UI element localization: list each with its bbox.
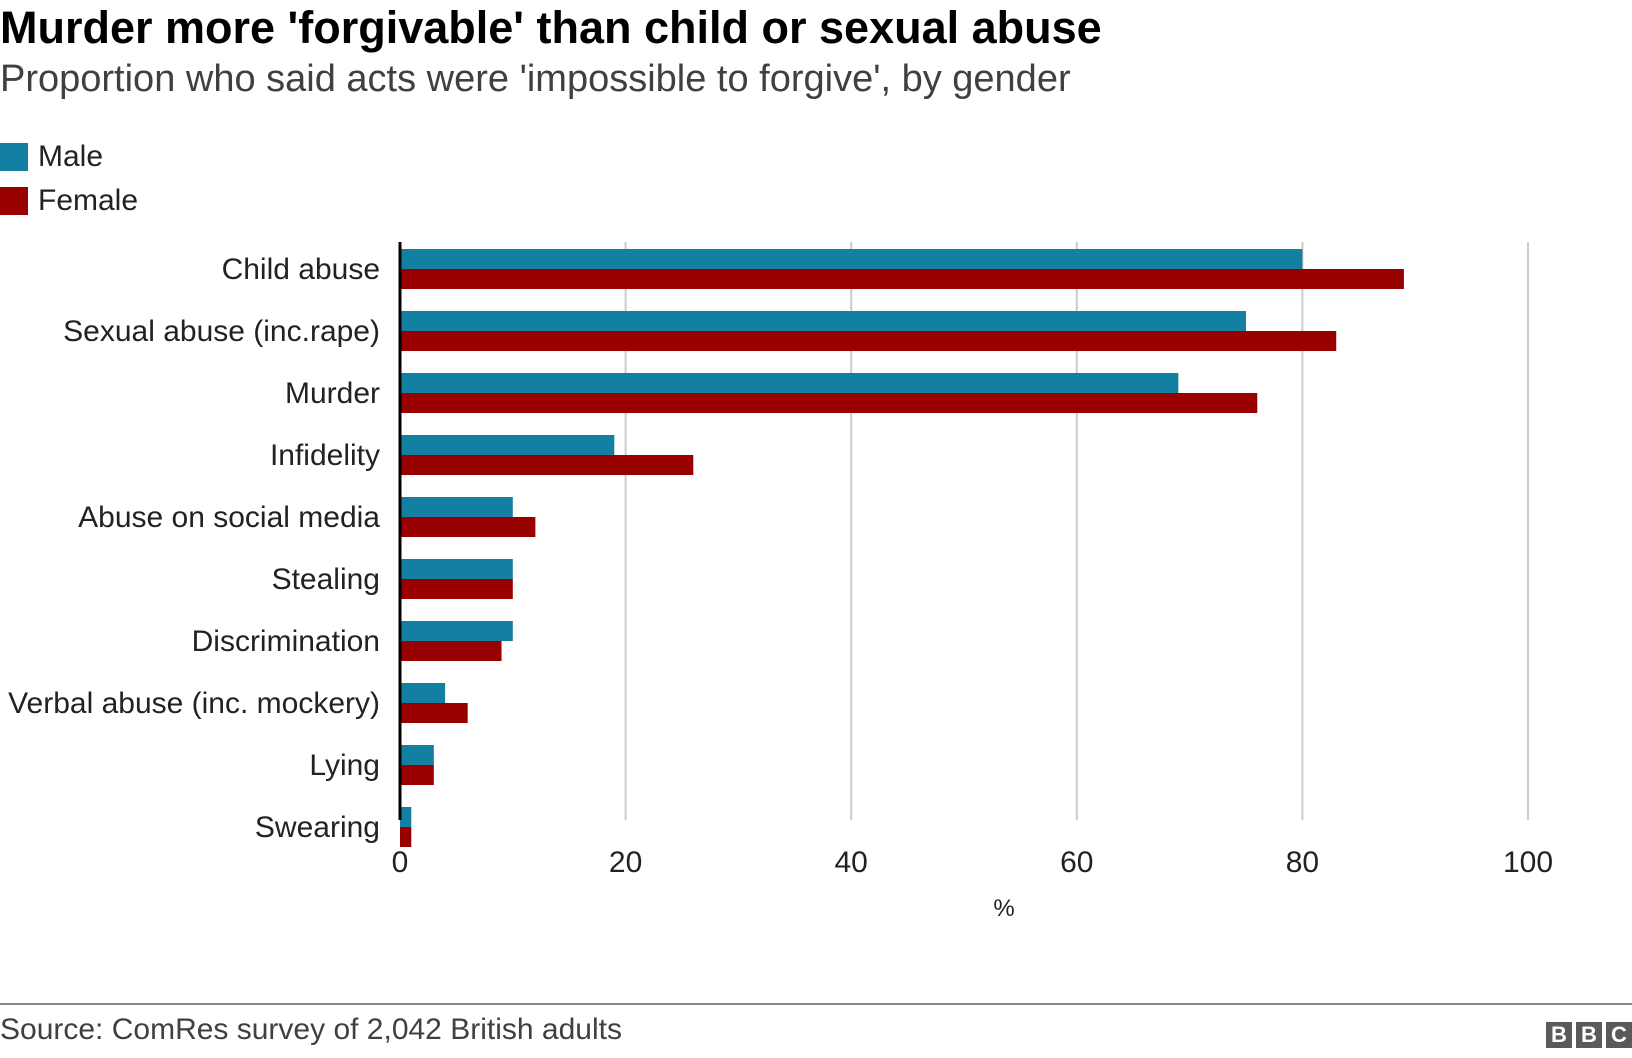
- x-tick-label: 40: [835, 846, 868, 879]
- category-label: Swearing: [255, 811, 380, 844]
- category-label: Infidelity: [270, 439, 380, 472]
- legend-swatch-male: [0, 143, 28, 171]
- bar-male: [400, 497, 513, 517]
- bar-male: [400, 435, 615, 455]
- bar-female: [400, 331, 1337, 351]
- category-label: Stealing: [272, 563, 380, 596]
- bar-female: [400, 517, 536, 537]
- footer-divider: [0, 1003, 1632, 1005]
- category-label: Verbal abuse (inc. mockery): [8, 687, 380, 720]
- legend: Male Female: [0, 135, 138, 223]
- bar-female: [400, 269, 1404, 289]
- legend-item-female: Female: [0, 179, 138, 223]
- category-labels: Child abuse Sexual abuse (inc.rape) Murder…: [8, 253, 380, 844]
- bar-female: [400, 393, 1258, 413]
- chart-title: Murder more 'forgivable' than child or s…: [0, 2, 1102, 53]
- bars: [400, 249, 1404, 847]
- category-label: Discrimination: [192, 625, 380, 658]
- bar-male: [400, 311, 1246, 331]
- bar-female: [400, 455, 694, 475]
- bar-male: [400, 249, 1303, 269]
- x-tick-label: 20: [609, 846, 642, 879]
- legend-label-female: Female: [38, 184, 139, 217]
- x-tick-label: 80: [1286, 846, 1319, 879]
- legend-label-male: Male: [38, 140, 104, 173]
- x-tick-label: 0: [392, 846, 409, 879]
- x-tick-labels: 0 20 40 60 80 100: [392, 846, 1553, 879]
- category-label: Murder: [285, 377, 380, 410]
- bar-male: [400, 807, 412, 827]
- bar-male: [400, 745, 434, 765]
- legend-swatch-female: [0, 187, 28, 215]
- legend-item-male: Male: [0, 135, 138, 179]
- bar-male: [400, 373, 1179, 393]
- bar-female: [400, 579, 513, 599]
- chart-subtitle: Proportion who said acts were 'impossibl…: [0, 58, 1071, 100]
- bar-female: [400, 641, 502, 661]
- logo-letter: C: [1606, 1022, 1632, 1048]
- source-note: Source: ComRes survey of 2,042 British a…: [0, 1013, 622, 1046]
- category-label: Abuse on social media: [78, 501, 380, 534]
- category-label: Lying: [309, 749, 380, 782]
- logo-letter: B: [1546, 1022, 1572, 1048]
- bar-female: [400, 827, 412, 847]
- bar-male: [400, 683, 446, 703]
- bar-male: [400, 559, 513, 579]
- bbc-logo: B B C: [1546, 1022, 1632, 1048]
- x-tick-label: 100: [1503, 846, 1553, 879]
- bar-female: [400, 765, 434, 785]
- category-label: Sexual abuse (inc.rape): [63, 315, 380, 348]
- bar-female: [400, 703, 468, 723]
- category-label: Child abuse: [222, 253, 380, 286]
- bar-chart: Child abuse Sexual abuse (inc.rape) Murder…: [8, 242, 1553, 922]
- x-tick-label: 60: [1060, 846, 1093, 879]
- x-axis-label: %: [993, 895, 1014, 922]
- logo-letter: B: [1576, 1022, 1602, 1048]
- bar-male: [400, 621, 513, 641]
